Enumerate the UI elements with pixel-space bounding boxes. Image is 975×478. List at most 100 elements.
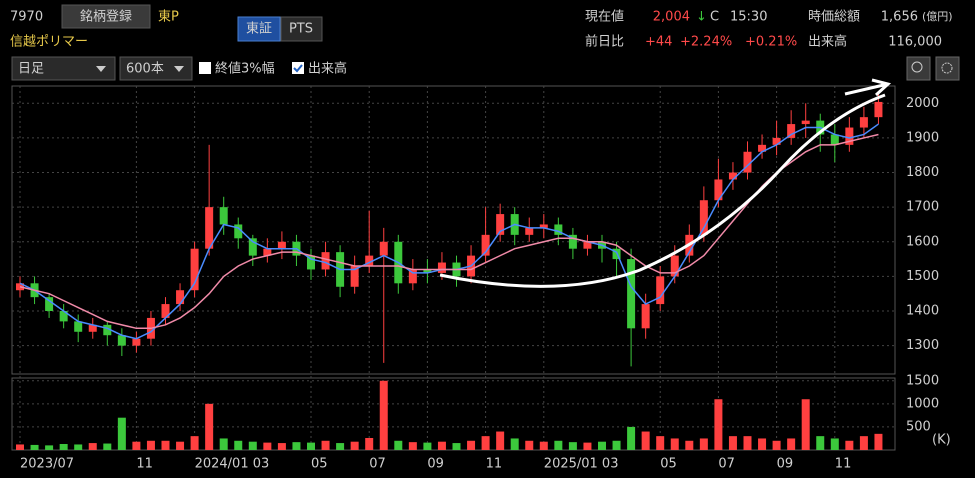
candle-body	[758, 144, 767, 152]
candle-body	[874, 101, 883, 118]
cap-unit: (億円)	[922, 10, 953, 23]
candle-body	[568, 234, 577, 249]
toggle-pts[interactable]	[280, 16, 323, 42]
volume-bar	[641, 431, 650, 450]
volume-bar	[379, 380, 388, 450]
y-tick-label: 500	[906, 419, 931, 434]
candle-body	[88, 324, 97, 332]
candle-body	[743, 151, 752, 173]
volume-bar	[685, 440, 694, 450]
checkbox[interactable]	[292, 62, 304, 74]
select-label: 日足	[18, 62, 44, 77]
toggle-tse[interactable]	[237, 16, 281, 42]
volume-bar	[190, 436, 199, 450]
candle-body	[176, 290, 185, 305]
trend-arrow	[439, 93, 886, 288]
volume-bar	[467, 440, 476, 450]
candle-body	[728, 172, 737, 180]
code: 7970	[10, 10, 43, 25]
volume-bar	[772, 440, 781, 450]
y-tick-label: 1400	[906, 304, 939, 319]
y-tick-label: 1700	[906, 200, 939, 215]
volume-bar	[408, 442, 417, 450]
x-tick-label: 09	[427, 457, 444, 472]
volume-bar	[277, 443, 286, 450]
candle-body	[350, 266, 359, 287]
y-tick-label: 1000	[906, 396, 939, 411]
register-button[interactable]	[61, 4, 151, 29]
volume-bar	[758, 438, 767, 450]
volume-bar	[714, 399, 723, 450]
select-label: 600本	[126, 62, 164, 77]
price-panel	[11, 85, 896, 375]
volume-bar	[321, 440, 330, 450]
volume-bar	[743, 436, 752, 450]
candle-body	[641, 304, 650, 329]
checkbox-label: 出来高	[308, 61, 347, 77]
period-select[interactable]	[11, 56, 116, 81]
y-tick-label: 1600	[906, 234, 939, 249]
candle-body	[583, 241, 592, 249]
label: 出来高	[808, 34, 847, 50]
time: 15:30	[730, 10, 767, 25]
candle-body	[801, 120, 810, 125]
y-tick-label: 2000	[906, 96, 939, 111]
x-tick-label: 2024/01 03	[195, 457, 270, 472]
volume-bar	[728, 436, 737, 450]
volume-bar	[176, 441, 185, 450]
volume-bar	[525, 440, 534, 450]
volume-bar	[88, 443, 97, 450]
volume-bar	[307, 442, 315, 450]
candle-body	[45, 297, 54, 311]
candle-body	[539, 224, 548, 228]
volume-bar	[699, 438, 708, 450]
candle-body	[656, 276, 665, 305]
bars-select[interactable]	[119, 56, 193, 81]
volume-bar	[583, 442, 592, 450]
candle-body	[307, 255, 315, 270]
volume-bar	[74, 444, 83, 450]
x-tick-label: 05	[660, 457, 677, 472]
candle-body	[132, 338, 141, 346]
volume-bar	[554, 440, 563, 450]
unit-label: (K)	[932, 433, 951, 448]
candle-body	[670, 255, 679, 277]
toggle-label: PTS	[289, 22, 313, 37]
volume-bar	[103, 443, 112, 450]
volume-bar	[452, 443, 461, 450]
volume-bar	[801, 399, 810, 450]
label: 前日比	[585, 34, 624, 50]
volume-bar	[874, 433, 883, 450]
candle-body	[845, 127, 854, 145]
volume-bar	[117, 417, 126, 450]
flag: C	[710, 10, 719, 25]
candle-body	[408, 269, 417, 284]
volume-bar	[423, 442, 432, 450]
x-tick-label: 05	[311, 457, 328, 472]
arrow-head	[844, 78, 892, 97]
candle-body	[161, 304, 170, 318]
candle-body	[263, 248, 272, 256]
candle-body	[117, 335, 126, 346]
candle-body	[423, 269, 432, 273]
market: 東P	[158, 9, 179, 25]
volume-bar	[336, 443, 345, 450]
volume-bar	[830, 438, 839, 450]
y-tick-label: 1800	[906, 165, 939, 180]
volume-bar	[234, 440, 243, 450]
register-label: 銘柄登録	[80, 10, 132, 25]
company-name: 信越ポリマー	[10, 35, 88, 50]
zoom-button[interactable]	[906, 56, 931, 81]
volume-bar	[132, 441, 141, 450]
volume-bar	[437, 441, 446, 450]
settings-button[interactable]	[935, 56, 960, 81]
toggle-label: 東証	[246, 21, 272, 37]
x-tick-label: 07	[718, 457, 735, 472]
volume-bar	[263, 442, 272, 450]
volume-bar	[539, 441, 548, 450]
moving-average	[19, 133, 879, 330]
change-pct2: +0.21%	[745, 35, 797, 50]
volume-bar	[205, 403, 214, 450]
checkbox[interactable]	[199, 62, 211, 74]
change: +44	[645, 35, 672, 50]
